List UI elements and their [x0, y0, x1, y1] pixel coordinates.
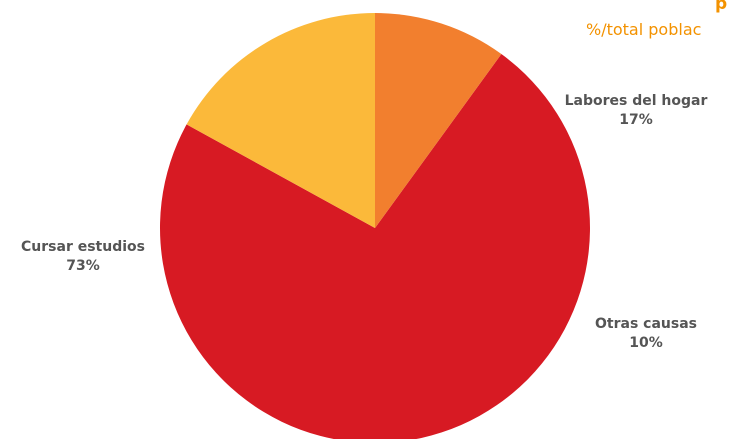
- chart-subtitle: %/total poblac: [586, 20, 702, 39]
- pie-slice-labores-del-hogar: [186, 13, 375, 228]
- chart-title: p: [715, 0, 728, 14]
- slice-name-cursar-estudios: Cursar estudios: [21, 239, 145, 255]
- slice-label-otras-causas: Otras causas 10%: [582, 315, 710, 353]
- slice-label-labores-del-hogar: Labores del hogar 17%: [560, 92, 712, 130]
- slice-value-otras-causas: 10%: [629, 335, 663, 351]
- pie-slice-cursar-estudios: [160, 54, 590, 439]
- slice-value-labores-del-hogar: 17%: [619, 112, 653, 128]
- slice-value-cursar-estudios: 73%: [66, 258, 100, 274]
- slice-label-cursar-estudios: Cursar estudios 73%: [6, 238, 160, 276]
- pie-slice-otras-causas: [375, 13, 502, 228]
- slice-name-otras-causas: Otras causas: [595, 316, 697, 332]
- slice-name-labores-del-hogar: Labores del hogar: [564, 93, 708, 109]
